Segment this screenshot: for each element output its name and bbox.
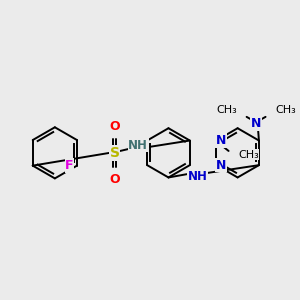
- Text: O: O: [109, 120, 120, 133]
- Text: CH₃: CH₃: [216, 105, 237, 115]
- Text: F: F: [65, 159, 74, 172]
- Text: N: N: [216, 134, 226, 147]
- Text: N: N: [251, 117, 261, 130]
- Text: CH₃: CH₃: [238, 150, 259, 160]
- Text: O: O: [109, 173, 120, 186]
- Text: N: N: [216, 159, 226, 172]
- Text: NH: NH: [128, 139, 148, 152]
- Text: NH: NH: [188, 170, 208, 183]
- Text: S: S: [110, 146, 119, 160]
- Text: CH₃: CH₃: [275, 105, 296, 115]
